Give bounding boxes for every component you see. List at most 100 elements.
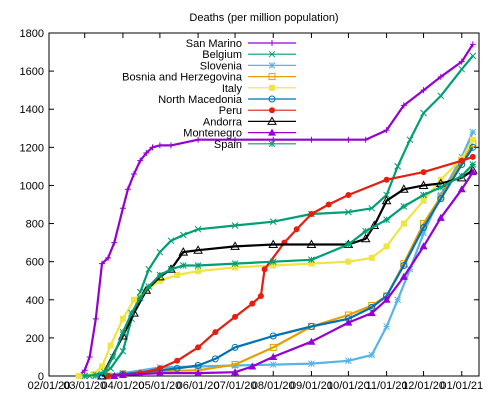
legend-label: Bosnia and Herzegovina — [122, 72, 243, 84]
series-spain — [81, 161, 477, 380]
data-point — [458, 157, 465, 164]
x-tick-label: 05/01/20 — [138, 380, 181, 392]
data-point — [156, 142, 163, 149]
data-point — [195, 344, 202, 351]
data-point — [269, 361, 277, 368]
data-point — [400, 102, 407, 109]
data-point — [143, 150, 150, 157]
data-point — [269, 218, 277, 226]
y-tick-label: 1200 — [20, 142, 44, 154]
data-point — [174, 272, 181, 279]
data-point — [469, 153, 476, 160]
x-tick-label: 11/01/20 — [366, 380, 408, 392]
data-point — [420, 229, 427, 237]
data-point — [232, 313, 239, 320]
data-point — [345, 241, 352, 248]
data-point — [383, 176, 390, 183]
data-point — [345, 191, 352, 198]
legend-label: North Macedonia — [158, 94, 243, 106]
data-point — [437, 195, 445, 203]
data-point — [383, 216, 390, 224]
data-point — [261, 266, 268, 273]
series-italy — [75, 136, 476, 379]
data-point — [173, 364, 181, 372]
data-point — [469, 161, 477, 168]
legend-swatch-marker — [268, 95, 276, 103]
data-point — [436, 213, 445, 221]
y-tick-label: 1800 — [20, 28, 44, 40]
data-point — [437, 73, 444, 80]
data-point — [211, 355, 219, 363]
data-point — [325, 201, 332, 208]
data-point — [249, 300, 256, 307]
data-point — [212, 329, 219, 336]
data-point — [194, 262, 202, 269]
y-tick-label: 600 — [26, 257, 44, 269]
legend-label: Montenegro — [183, 128, 242, 140]
legend-swatch-marker — [269, 40, 275, 46]
legend-swatch-marker — [267, 116, 277, 125]
data-point — [368, 254, 375, 261]
data-point — [400, 203, 408, 210]
data-point — [270, 262, 277, 269]
data-point — [75, 373, 82, 379]
data-point — [398, 184, 409, 193]
data-point — [437, 183, 445, 191]
data-point — [420, 197, 427, 204]
data-point — [457, 185, 466, 193]
data-point — [109, 353, 117, 361]
data-point — [269, 352, 278, 360]
data-point — [167, 142, 174, 149]
data-point — [383, 243, 390, 250]
data-point — [231, 260, 239, 267]
data-point — [111, 239, 118, 246]
data-point — [308, 136, 315, 143]
data-point — [90, 371, 97, 378]
data-point — [418, 180, 429, 189]
data-point — [420, 191, 427, 199]
data-point — [368, 351, 376, 359]
y-tick-label: 1400 — [20, 104, 44, 116]
data-point — [420, 169, 427, 176]
y-tick-label: 0 — [38, 371, 44, 383]
legend-label: Spain — [214, 139, 242, 151]
data-point — [257, 292, 264, 299]
data-point — [458, 58, 465, 65]
data-point — [419, 242, 428, 250]
data-point — [231, 343, 239, 351]
x-tick-label: 08/01/20 — [252, 380, 295, 392]
data-point — [232, 264, 239, 271]
legend-swatch-marker — [269, 84, 275, 91]
data-point — [86, 353, 93, 360]
data-point — [167, 237, 175, 245]
data-point — [381, 195, 392, 205]
data-point — [128, 309, 135, 317]
x-tick-label: 10/01/20 — [327, 380, 370, 392]
data-point — [98, 260, 105, 267]
data-point — [344, 318, 353, 326]
series-group — [75, 41, 478, 380]
legend-label: Peru — [219, 105, 242, 117]
x-tick-label: 09/01/20 — [290, 380, 333, 392]
data-point — [383, 191, 390, 199]
legend-swatch-marker — [268, 140, 276, 148]
data-point — [399, 272, 408, 280]
plot-frame — [48, 32, 480, 377]
data-point — [156, 271, 164, 279]
data-point — [394, 296, 402, 304]
data-point — [136, 294, 144, 302]
data-point — [119, 328, 127, 336]
series-san-marino — [75, 41, 476, 379]
data-point — [137, 157, 144, 164]
data-point — [194, 369, 203, 377]
data-point — [92, 315, 99, 322]
legend-label: Italy — [222, 83, 243, 95]
x-tick-label: 07/01/20 — [214, 380, 257, 392]
data-point — [345, 258, 352, 265]
data-point — [293, 226, 300, 233]
data-point — [178, 247, 189, 256]
data-point — [194, 362, 202, 370]
data-point — [119, 315, 126, 322]
